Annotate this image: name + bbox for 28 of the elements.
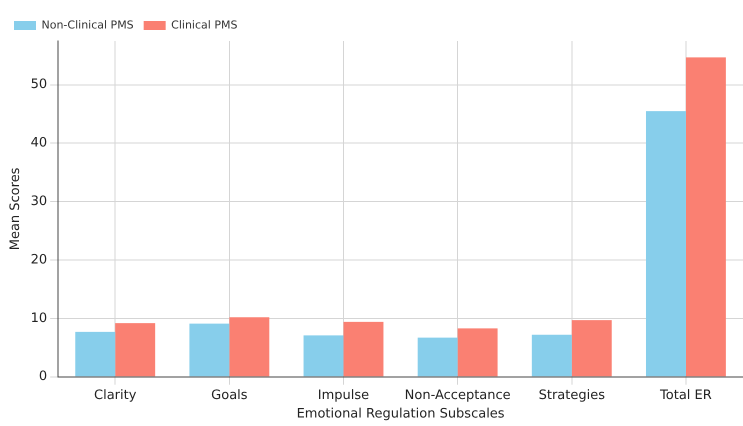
y-tick-label: 40: [30, 136, 48, 151]
y-tick-label: 0: [38, 369, 48, 384]
bar: [189, 324, 230, 376]
y-axis-title: Mean Scores: [8, 167, 24, 250]
y-tick-label: 10: [30, 310, 48, 326]
x-tick-label: Non-Acceptance: [404, 388, 511, 403]
bar: [344, 322, 384, 376]
bar: [115, 323, 156, 376]
y-tick-label: 50: [30, 77, 48, 92]
bar: [418, 338, 458, 376]
bar: [572, 320, 612, 376]
x-tick-label: Impulse: [318, 388, 370, 403]
legend-label: Non-Clinical PMS: [42, 18, 134, 32]
legend-label: Clinical PMS: [171, 18, 238, 32]
x-tick-label: Strategies: [538, 388, 606, 403]
bar: [686, 57, 726, 376]
x-tick-label: Goals: [211, 388, 248, 403]
x-axis-title: Emotional Regulation Subscales: [296, 406, 505, 422]
bar: [75, 332, 116, 376]
y-tick-label: 20: [30, 252, 48, 268]
bar: [532, 334, 572, 376]
x-tick-label: Clarity: [94, 388, 137, 403]
x-tick-label: Total ER: [659, 388, 712, 403]
y-tick-label: 30: [30, 194, 48, 209]
bar: [304, 335, 344, 376]
bar: [458, 328, 498, 376]
bar: [229, 317, 270, 376]
bar: [646, 111, 686, 376]
